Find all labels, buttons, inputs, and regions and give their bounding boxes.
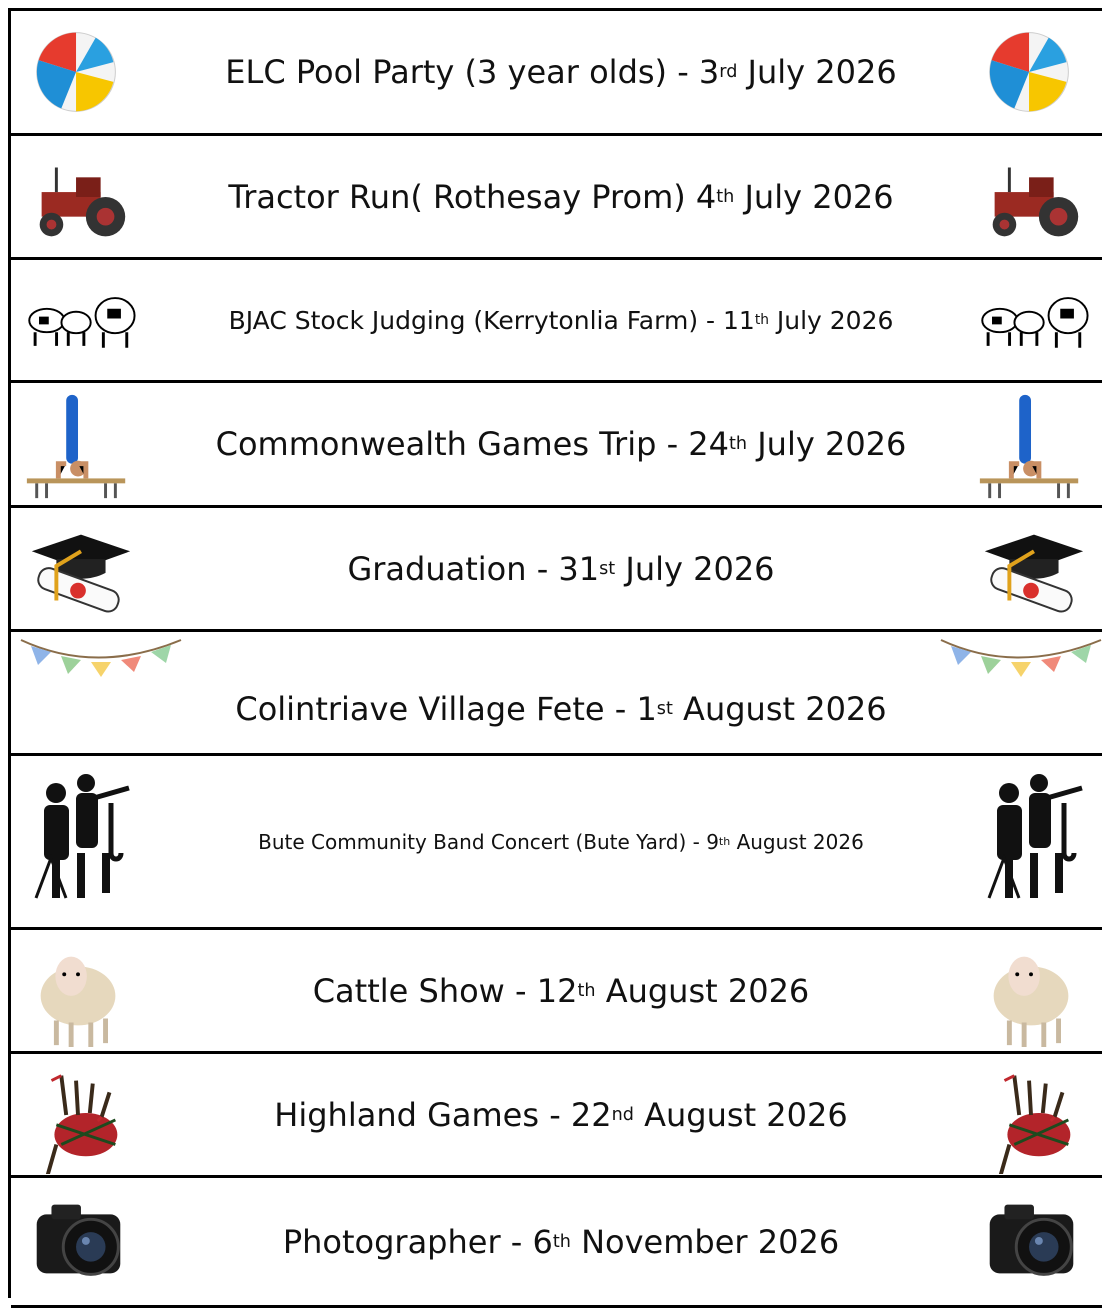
row-icon <box>940 639 1102 677</box>
event-text: Cattle Show - 12 <box>312 971 578 1010</box>
event-row: Bute Community Band Concert (Bute Yard) … <box>11 756 1102 930</box>
row-icon <box>989 32 1069 112</box>
row-icon <box>998 1074 1071 1174</box>
event-date: November 2026 <box>570 1222 840 1261</box>
row-icon <box>979 394 1079 499</box>
event-date: August 2026 <box>672 689 887 728</box>
row-icon <box>20 639 182 677</box>
event-label: BJAC Stock Judging (Kerrytonlia Farm) - … <box>228 305 894 335</box>
row-icon <box>34 774 130 899</box>
row-icon <box>40 956 116 1048</box>
event-date: July 2026 <box>615 549 775 588</box>
row-icon <box>31 534 131 613</box>
event-text: BJAC Stock Judging (Kerrytonlia Farm) - … <box>228 305 755 335</box>
row-icon <box>36 32 116 112</box>
event-text: Photographer - 6 <box>282 1222 553 1261</box>
row-icon <box>987 774 1083 899</box>
event-date: August 2026 <box>633 1095 848 1134</box>
row-icon <box>36 1204 121 1276</box>
row-icon <box>39 167 126 237</box>
event-text: ELC Pool Party (3 year olds) - 3 <box>225 53 720 91</box>
row-icon <box>992 167 1079 237</box>
event-row: BJAC Stock Judging (Kerrytonlia Farm) - … <box>11 260 1102 383</box>
event-date: July 2026 <box>734 177 894 216</box>
event-text: Commonwealth Games Trip - 24 <box>215 425 729 463</box>
row-icon <box>989 1204 1074 1276</box>
row-icon <box>981 297 1089 348</box>
event-date: July 2026 <box>737 53 897 91</box>
row-icon <box>26 394 126 499</box>
event-label: Bute Community Band Concert (Bute Yard) … <box>258 829 864 854</box>
event-text: Graduation - 31 <box>347 549 600 588</box>
event-date: August 2026 <box>595 971 810 1010</box>
row-icon <box>993 956 1069 1048</box>
event-text: Tractor Run( Rothesay Prom) 4 <box>228 177 717 216</box>
row-icon <box>45 1074 118 1174</box>
event-date: July 2026 <box>768 305 894 335</box>
event-text: Highland Games - 22 <box>274 1095 612 1134</box>
event-date: July 2026 <box>747 425 907 463</box>
event-text: Bute Community Band Concert (Bute Yard) … <box>258 829 719 854</box>
row-icon <box>984 534 1084 613</box>
event-date: August 2026 <box>730 829 864 854</box>
row-icon <box>28 297 136 348</box>
event-text: Colintriave Village Fete - 1 <box>235 689 657 728</box>
